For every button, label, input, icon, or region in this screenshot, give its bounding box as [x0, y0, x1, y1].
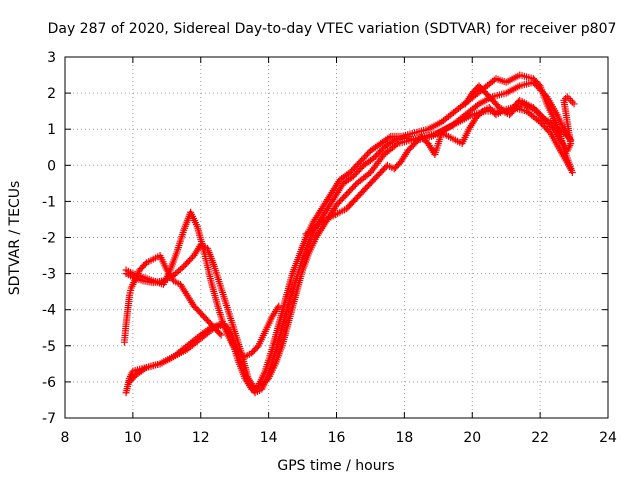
x-tick-label: 8	[61, 430, 70, 446]
data-point	[365, 170, 373, 178]
x-tick-label: 10	[124, 430, 142, 446]
marks-layer	[120, 71, 578, 397]
y-tick-label: -1	[42, 194, 56, 210]
data-point	[178, 264, 186, 272]
data-point	[385, 134, 393, 142]
y-tick-label: -7	[42, 411, 56, 427]
y-tick-label: -5	[42, 339, 56, 355]
data-point	[494, 102, 502, 110]
data-point	[176, 265, 184, 273]
data-point	[477, 109, 485, 117]
data-point	[563, 93, 571, 101]
data-point	[473, 101, 481, 109]
x-axis-label: GPS time / hours	[277, 458, 394, 474]
y-tick-label: -2	[42, 231, 56, 247]
data-point	[175, 267, 183, 275]
y-axis-label: SDTVAR / TECUs	[7, 181, 23, 296]
series-track-g	[461, 82, 578, 155]
data-point	[217, 331, 225, 339]
y-tick-label: 1	[47, 122, 56, 138]
series-track-d	[122, 71, 576, 397]
x-tick-label: 22	[531, 430, 549, 446]
y-tick-label: 2	[47, 86, 56, 102]
series-track-c	[125, 104, 575, 397]
data-point	[570, 100, 578, 108]
chart-title: Day 287 of 2020, Sidereal Day-to-day VTE…	[48, 21, 617, 37]
series-track-e	[120, 252, 225, 346]
y-tick-label: 3	[47, 50, 56, 66]
y-tick-label: 0	[47, 158, 56, 174]
data-point	[141, 260, 149, 268]
data-point	[275, 302, 283, 310]
x-tick-label: 14	[260, 430, 278, 446]
x-tick-label: 24	[599, 430, 617, 446]
data-point	[545, 127, 553, 135]
data-point	[567, 96, 575, 104]
x-tick-label: 20	[463, 430, 481, 446]
data-point	[568, 169, 576, 177]
y-tick-label: -3	[42, 267, 56, 283]
x-tick-label: 16	[328, 430, 346, 446]
y-tick-label: -4	[42, 303, 56, 319]
data-point	[171, 270, 179, 278]
data-point	[568, 98, 576, 106]
y-tick-label: -6	[42, 375, 56, 391]
data-point	[173, 268, 181, 276]
x-tick-label: 18	[395, 430, 413, 446]
x-tick-label: 12	[192, 430, 210, 446]
data-point	[314, 221, 322, 229]
data-point	[216, 330, 224, 338]
data-point	[565, 95, 573, 103]
data-point	[253, 343, 261, 351]
